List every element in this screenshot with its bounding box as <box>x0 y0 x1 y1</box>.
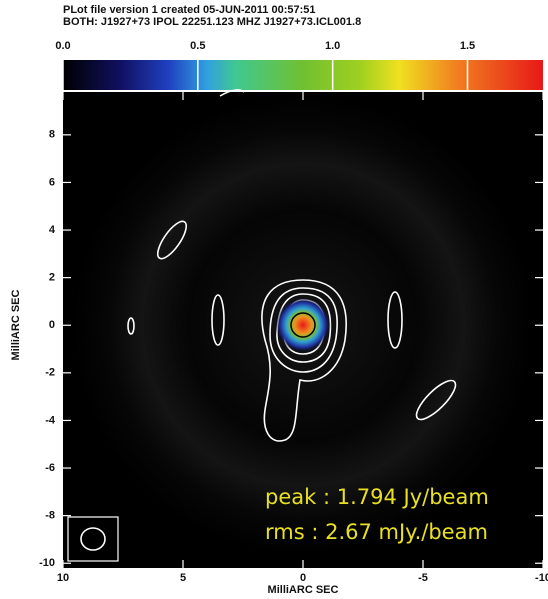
y-tick-label: 2 <box>49 272 55 284</box>
y-tick-label: -10 <box>39 557 55 569</box>
y-tick-label: -4 <box>45 414 56 426</box>
source-core <box>275 297 331 353</box>
x-tick-label: 5 <box>180 572 186 584</box>
x-tick-label: -5 <box>418 572 428 584</box>
y-tick-label: 6 <box>49 176 55 188</box>
colorbar <box>63 60 543 90</box>
x-tick-label: 0 <box>300 572 306 584</box>
chart: PLot file version 1 created 05-JUN-2011 … <box>0 0 548 594</box>
y-axis-label: MilliARC SEC <box>10 290 22 361</box>
y-tick-label: -2 <box>45 367 55 379</box>
y-tick-label: -6 <box>45 462 55 474</box>
y-tick-label: 4 <box>49 224 56 236</box>
annotation: rms : 2.67 mJy./beam <box>265 520 488 544</box>
colorbar-tick-label: 0.5 <box>190 40 205 52</box>
x-axis-label: MilliARC SEC <box>268 584 339 594</box>
x-tick-label: -10 <box>535 572 548 584</box>
title: PLot file version 1 created 05-JUN-2011 … <box>63 4 316 16</box>
colorbar-tick-label: 1.5 <box>460 40 475 52</box>
colorbar-tick-label: 0.0 <box>55 40 70 52</box>
x-tick-label: 10 <box>57 572 69 584</box>
y-tick-label: -8 <box>45 510 55 522</box>
subtitle: BOTH: J1927+73 IPOL 22251.123 MHZ J1927+… <box>63 16 361 28</box>
annotation: peak : 1.794 Jy/beam <box>265 485 489 509</box>
colorbar-tick-label: 1.0 <box>325 40 340 52</box>
y-tick-label: 8 <box>49 129 55 141</box>
y-tick-label: 0 <box>49 319 55 331</box>
